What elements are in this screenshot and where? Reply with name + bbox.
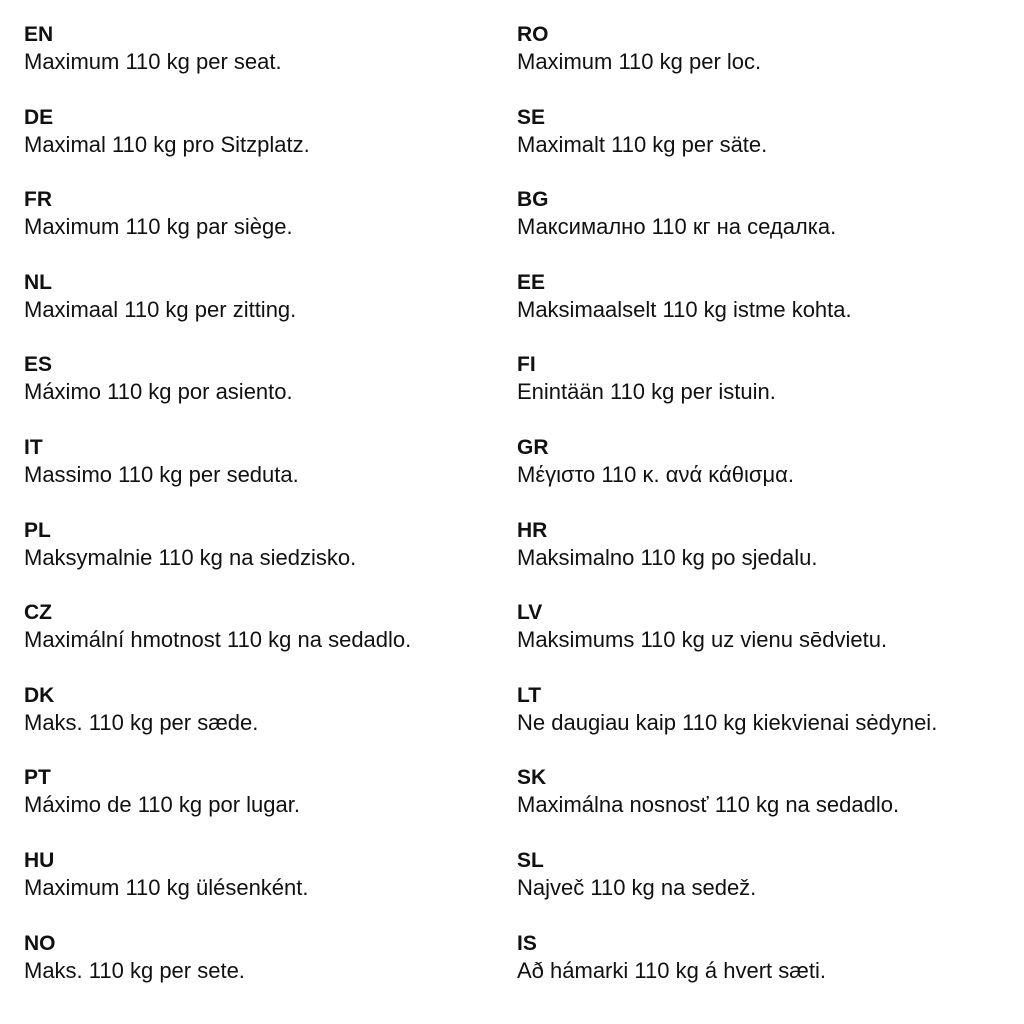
- language-entry: SL Največ 110 kg na sedež.: [517, 848, 937, 931]
- weight-limit-text: Að hámarki 110 kg á hvert sæti.: [517, 957, 826, 983]
- language-code: IT: [24, 435, 43, 459]
- weight-limit-text: Maksymalnie 110 kg na siedzisko.: [24, 544, 357, 570]
- language-entry: ES Máximo 110 kg por asiento.: [24, 352, 411, 435]
- weight-limit-text: Massimo 110 kg per seduta.: [24, 461, 299, 487]
- language-code: HR: [517, 518, 548, 542]
- language-code: ES: [24, 353, 53, 377]
- weight-limit-text: Máximo de 110 kg por lugar.: [24, 792, 300, 818]
- weight-limit-text: Maximum 110 kg par siège.: [24, 214, 293, 240]
- weight-limit-text: Maximum 110 kg per seat.: [24, 49, 282, 74]
- language-code: SE: [517, 105, 546, 129]
- weight-limit-text: Μέγιστο 110 κ. ανά κάθισμα.: [517, 461, 794, 487]
- language-entry: HR Maksimalno 110 kg po sjedalu.: [517, 518, 937, 601]
- language-code: LT: [517, 683, 542, 707]
- weight-limit-text: Maks. 110 kg per sete.: [24, 957, 245, 983]
- language-entry: HU Maximum 110 kg ülésenként.: [24, 848, 411, 931]
- language-entry: FR Maximum 110 kg par siège.: [24, 187, 411, 270]
- language-entry: IT Massimo 110 kg per seduta.: [24, 435, 411, 518]
- language-code: FR: [24, 188, 52, 212]
- language-entry: GR Μέγιστο 110 κ. ανά κάθισμα.: [517, 435, 937, 518]
- language-entry: EN Maximum 110 kg per seat.: [24, 22, 411, 105]
- weight-limit-text: Máximo 110 kg por asiento.: [24, 379, 293, 405]
- language-entry: DK Maks. 110 kg per sæde.: [24, 683, 411, 766]
- language-code: FI: [517, 353, 536, 377]
- weight-limit-text: Maximum 110 kg per loc.: [517, 49, 762, 74]
- weight-limit-text: Maksimalno 110 kg po sjedalu.: [517, 544, 818, 570]
- language-code: NO: [24, 931, 56, 955]
- language-code: LV: [517, 601, 543, 625]
- language-code: PL: [24, 518, 51, 542]
- language-code: DK: [24, 683, 55, 707]
- weight-limit-text: Maks. 110 kg per sæde.: [24, 709, 259, 735]
- language-entry: EE Maksimaalselt 110 kg istme kohta.: [517, 270, 937, 353]
- language-entry: BG Максимално 110 кг на седалка.: [517, 187, 937, 270]
- weight-limit-text: Maksimums 110 kg uz vienu sēdvietu.: [517, 627, 888, 653]
- weight-limit-text: Največ 110 kg na sedež.: [517, 874, 757, 900]
- language-entry: FI Enintään 110 kg per istuin.: [517, 352, 937, 435]
- language-entry: IS Að hámarki 110 kg á hvert sæti.: [517, 931, 937, 1014]
- weight-limit-text: Максимално 110 кг на седалка.: [517, 214, 837, 240]
- language-code: RO: [517, 23, 549, 46]
- language-entry: RO Maximum 110 kg per loc.: [517, 22, 937, 105]
- language-code: EN: [24, 23, 54, 46]
- weight-limit-text: Maximal 110 kg pro Sitzplatz.: [24, 131, 310, 157]
- language-code: IS: [517, 931, 537, 955]
- language-code: SK: [517, 766, 547, 790]
- language-code: BG: [517, 188, 549, 212]
- language-entry: PL Maksymalnie 110 kg na siedzisko.: [24, 518, 411, 601]
- language-code: NL: [24, 270, 52, 294]
- language-entry: LT Ne daugiau kaip 110 kg kiekvienai sėdy…: [517, 683, 937, 766]
- weight-limit-text: Enintään 110 kg per istuin.: [517, 379, 776, 405]
- language-entry: DE Maximal 110 kg pro Sitzplatz.: [24, 105, 411, 188]
- left-language-column: EN Maximum 110 kg per seat. DE Maximal 110 …: [24, 22, 411, 1013]
- language-code: PT: [24, 766, 51, 790]
- weight-limit-text: Maximum 110 kg ülésenként.: [24, 874, 309, 900]
- weight-limit-text: Maximaal 110 kg per zitting.: [24, 296, 297, 322]
- weight-limit-text: Ne daugiau kaip 110 kg kiekvienai sėdyne…: [517, 709, 938, 735]
- language-code: SL: [517, 848, 544, 872]
- language-entry: NO Maks. 110 kg per sete.: [24, 931, 411, 1014]
- right-language-column: RO Maximum 110 kg per loc. SE Maximalt 110 …: [517, 22, 937, 1013]
- language-code: CZ: [24, 601, 52, 625]
- language-code: DE: [24, 105, 54, 129]
- language-entry: LV Maksimums 110 kg uz vienu sēdvietu.: [517, 600, 937, 683]
- weight-limit-text: Maximálna nosnosť 110 kg na sedadlo.: [517, 792, 900, 818]
- language-code: GR: [517, 435, 549, 459]
- weight-limit-text: Maximální hmotnost 110 kg na sedadlo.: [24, 627, 412, 653]
- language-entry: CZ Maximální hmotnost 110 kg na sedadlo.: [24, 600, 411, 683]
- language-entry: SK Maximálna nosnosť 110 kg na sedadlo.: [517, 765, 937, 848]
- language-entry: PT Máximo de 110 kg por lugar.: [24, 765, 411, 848]
- weight-limit-text: Maksimaalselt 110 kg istme kohta.: [517, 296, 852, 322]
- language-code: EE: [517, 270, 546, 294]
- language-entry: NL Maximaal 110 kg per zitting.: [24, 270, 411, 353]
- language-entry: SE Maximalt 110 kg per säte.: [517, 105, 937, 188]
- weight-limit-text: Maximalt 110 kg per säte.: [517, 131, 768, 157]
- language-code: HU: [24, 848, 55, 872]
